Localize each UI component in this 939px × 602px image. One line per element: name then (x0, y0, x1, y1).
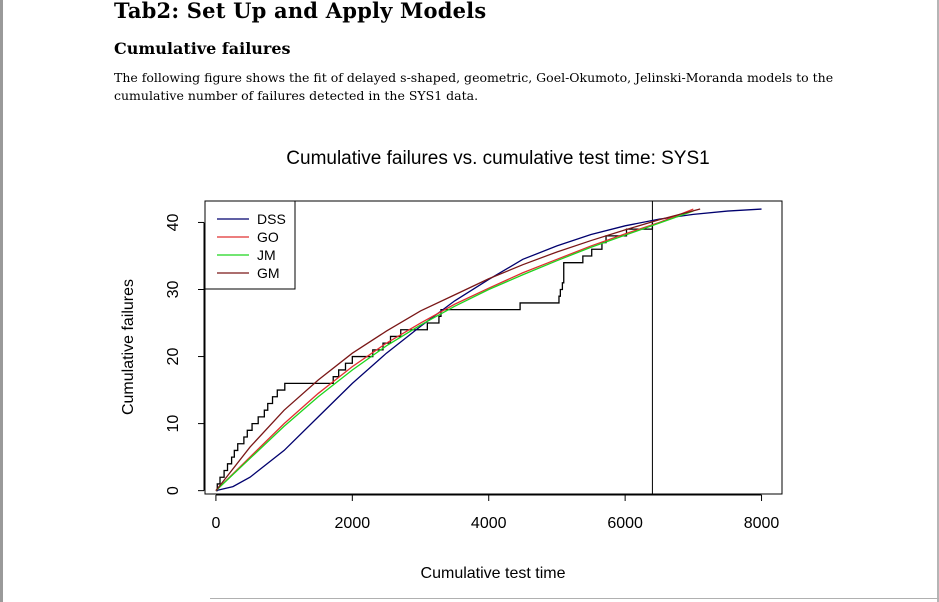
y-tick-label: 0 (165, 486, 182, 495)
y-tick-label: 10 (165, 415, 182, 433)
page-right-border (937, 0, 939, 602)
description-paragraph: The following figure shows the fit of de… (114, 70, 834, 103)
subsection-title: Cumulative failures (114, 39, 291, 58)
series-line-go (215, 208, 694, 492)
series-line-dss (215, 208, 762, 492)
chart-title: Cumulative failures vs. cumulative test … (286, 148, 709, 169)
x-tick-label: 0 (211, 515, 220, 532)
legend-label-dss: DSS (257, 211, 286, 227)
x-tick-label: 8000 (744, 515, 780, 532)
x-tick-label: 6000 (607, 515, 643, 532)
x-axis: 0 2000 4000 6000 8000 (211, 494, 780, 532)
page-bottom-line (210, 598, 939, 599)
legend-box (204, 200, 296, 290)
chart-legend: DSS GO JM GM (204, 200, 296, 290)
y-tick-label: 20 (165, 348, 182, 366)
observed-failures-step-line (215, 222, 654, 492)
x-axis-label: Cumulative test time (421, 565, 566, 582)
page-left-border (0, 0, 3, 602)
y-tick-label: 30 (165, 281, 182, 299)
x-tick-label: 4000 (471, 515, 507, 532)
plot-frame (204, 200, 783, 495)
legend-label-jm: JM (257, 247, 276, 263)
y-tick-label: 40 (165, 213, 182, 231)
plot-content (215, 201, 762, 494)
x-tick-label: 2000 (335, 515, 371, 532)
legend-label-go: GO (257, 229, 279, 245)
legend-label-gm: GM (257, 265, 280, 281)
section-title: Tab2: Set Up and Apply Models (114, 0, 487, 23)
y-axis-label: Cumulative failures (120, 279, 137, 415)
series-line-jm (215, 210, 694, 492)
series-line-gm (215, 208, 701, 492)
y-axis: 0 10 20 30 40 (165, 213, 205, 495)
